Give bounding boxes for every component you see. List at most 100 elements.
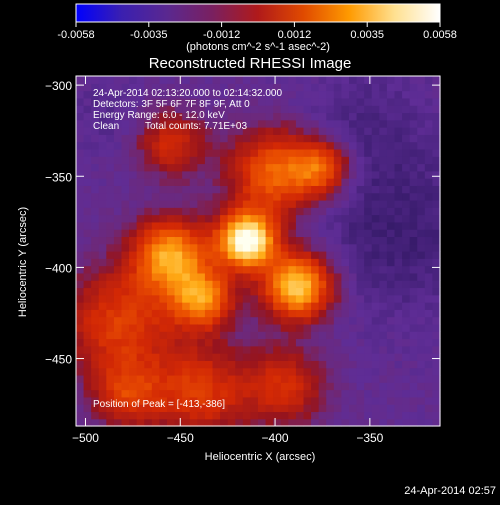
heatmap-pixel: [159, 258, 168, 267]
heatmap-pixel: [129, 119, 138, 128]
heatmap-pixel: [174, 360, 183, 369]
heatmap-pixel: [98, 185, 107, 194]
heatmap-pixel: [83, 156, 92, 165]
heatmap-pixel: [326, 338, 335, 347]
heatmap-pixel: [311, 214, 320, 223]
heatmap-pixel: [167, 418, 176, 427]
heatmap-pixel: [159, 97, 168, 106]
heatmap-pixel: [318, 367, 327, 376]
heatmap-pixel: [424, 156, 434, 165]
heatmap-pixel: [371, 229, 380, 238]
heatmap-pixel: [295, 280, 305, 289]
heatmap-pixel: [242, 287, 252, 296]
heatmap-pixel: [265, 389, 274, 398]
heatmap-pixel: [129, 258, 138, 267]
heatmap-pixel: [235, 178, 244, 186]
heatmap-pixel: [189, 272, 198, 281]
heatmap-pixel: [235, 323, 244, 332]
heatmap-pixel: [303, 163, 312, 172]
heatmap-pixel: [265, 97, 274, 106]
heatmap-pixel: [379, 360, 388, 369]
heatmap-pixel: [326, 345, 335, 354]
heatmap-pixel: [151, 83, 161, 92]
heatmap-pixel: [318, 185, 327, 194]
heatmap-pixel: [113, 221, 123, 230]
heatmap-pixel: [235, 382, 244, 391]
heatmap-pixel: [242, 112, 252, 121]
heatmap-pixel: [318, 221, 327, 230]
heatmap-pixel: [303, 302, 312, 310]
heatmap-pixel: [364, 141, 373, 150]
heatmap-pixel: [159, 236, 168, 245]
heatmap-pixel: [174, 163, 183, 172]
heatmap-pixel: [417, 192, 426, 201]
heatmap-pixel: [204, 309, 214, 318]
heatmap-pixel: [288, 156, 297, 165]
heatmap-pixel: [227, 134, 236, 143]
heatmap-pixel: [189, 345, 198, 354]
heatmap-pixel: [417, 338, 426, 347]
heatmap-pixel: [106, 258, 115, 267]
heatmap-pixel: [220, 309, 229, 318]
heatmap-pixel: [371, 148, 380, 157]
heatmap-pixel: [174, 251, 183, 259]
heatmap-pixel: [159, 418, 168, 427]
heatmap-pixel: [417, 316, 426, 325]
heatmap-pixel: [409, 309, 418, 318]
heatmap-pixel: [151, 127, 161, 135]
heatmap-pixel: [258, 353, 267, 361]
heatmap-pixel: [83, 360, 92, 369]
heatmap-pixel: [326, 323, 335, 332]
heatmap-pixel: [76, 148, 85, 157]
heatmap-pixel: [432, 229, 441, 238]
heatmap-pixel: [402, 76, 411, 84]
heatmap-pixel: [235, 294, 244, 303]
heatmap-pixel: [326, 251, 335, 259]
heatmap-pixel: [303, 90, 312, 99]
heatmap-pixel: [318, 382, 327, 391]
heatmap-pixel: [136, 367, 145, 376]
heatmap-pixel: [280, 236, 289, 245]
heatmap-pixel: [113, 178, 123, 186]
heatmap-pixel: [106, 323, 115, 332]
heatmap-pixel: [258, 396, 267, 405]
heatmap-pixel: [318, 163, 327, 172]
heatmap-pixel: [91, 97, 100, 106]
heatmap-pixel: [288, 353, 297, 361]
heatmap-pixel: [129, 382, 138, 391]
heatmap-pixel: [402, 367, 411, 376]
heatmap-pixel: [220, 374, 229, 383]
heatmap-pixel: [417, 170, 426, 179]
heatmap-pixel: [280, 97, 289, 106]
heatmap-pixel: [386, 170, 396, 179]
heatmap-pixel: [83, 404, 92, 413]
heatmap-pixel: [121, 294, 130, 303]
heatmap-pixel: [394, 119, 403, 128]
heatmap-pixel: [379, 156, 388, 165]
heatmap-pixel: [424, 192, 434, 201]
heatmap-pixel: [220, 170, 229, 179]
heatmap-pixel: [136, 251, 145, 259]
heatmap-pixel: [91, 192, 100, 201]
heatmap-pixel: [136, 418, 145, 427]
heatmap-pixel: [159, 83, 168, 92]
heatmap-pixel: [432, 280, 441, 289]
heatmap-pixel: [189, 83, 198, 92]
heatmap-pixel: [76, 185, 85, 194]
heatmap-pixel: [326, 214, 335, 223]
heatmap-pixel: [341, 272, 350, 281]
heatmap-pixel: [349, 90, 358, 99]
heatmap-pixel: [129, 287, 138, 296]
heatmap-pixel: [318, 170, 327, 179]
heatmap-pixel: [106, 185, 115, 194]
heatmap-pixel: [424, 148, 434, 157]
heatmap-pixel: [341, 97, 350, 106]
heatmap-pixel: [386, 148, 396, 157]
heatmap-pixel: [341, 134, 350, 143]
heatmap-pixel: [197, 156, 206, 165]
heatmap-pixel: [182, 374, 191, 383]
heatmap-pixel: [144, 382, 153, 391]
heatmap-pixel: [242, 243, 252, 252]
heatmap-pixel: [106, 112, 115, 121]
colorbar-tick-label: -0.0058: [57, 29, 94, 41]
